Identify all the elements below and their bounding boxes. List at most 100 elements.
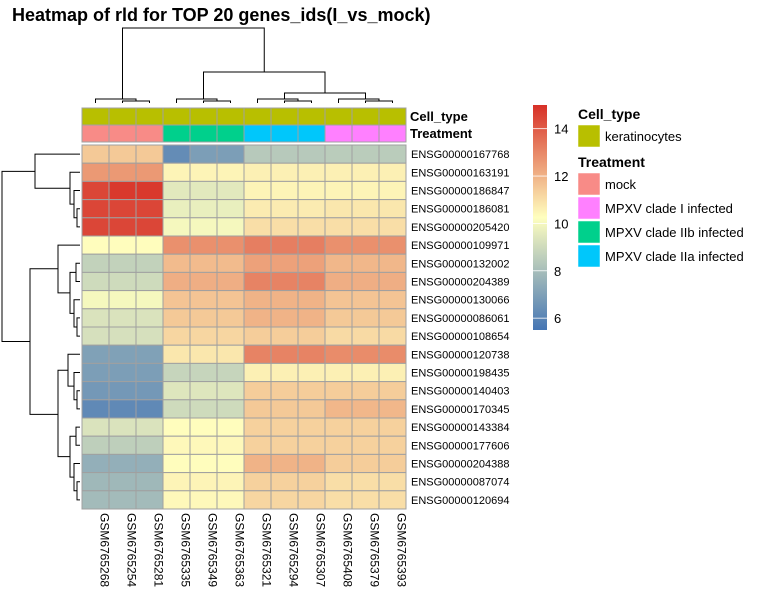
heatmap-cell — [297, 417, 326, 437]
heatmap-cell — [81, 417, 110, 437]
legend-swatch — [577, 244, 601, 268]
heatmap-cell — [351, 453, 380, 474]
annotation-cell — [243, 124, 272, 143]
heatmap-cell — [216, 180, 245, 201]
heatmap-cell — [135, 271, 164, 292]
heatmap-cell — [81, 308, 110, 328]
heatmap-cell — [81, 435, 110, 455]
heatmap-cell — [297, 435, 326, 455]
annotation-cell — [297, 107, 326, 126]
column-dendrogram — [203, 71, 326, 99]
colorbar-tick-label: 12 — [554, 169, 568, 184]
annotation-cell — [162, 107, 191, 126]
legend-swatch — [577, 124, 601, 148]
legend-label: keratinocytes — [605, 129, 682, 144]
annotation-cell — [243, 107, 272, 126]
heatmap-cell — [81, 199, 110, 219]
heatmap-cell — [378, 235, 407, 255]
column-dendrogram — [122, 100, 150, 103]
column-dendrogram — [257, 98, 299, 103]
heatmap-cell — [162, 308, 191, 328]
heatmap-cell — [324, 399, 353, 419]
heatmap-cell — [135, 381, 164, 401]
heatmap-cell — [378, 144, 407, 164]
heatmap-cell — [162, 199, 191, 219]
heatmap-cell — [81, 362, 110, 383]
heatmap-cell — [135, 290, 164, 310]
legend-swatch — [577, 196, 601, 220]
column-label: GSM6765393 — [395, 513, 409, 587]
heatmap-cell — [216, 144, 245, 164]
legend-label: MPXV clade I infected — [605, 201, 733, 216]
heatmap-cell — [189, 399, 218, 419]
heatmap-cell — [135, 326, 164, 346]
heatmap-cell — [243, 290, 272, 310]
heatmap-cell — [189, 435, 218, 455]
heatmap-cell — [81, 253, 110, 273]
heatmap-cell — [81, 490, 110, 510]
heatmap-cell — [108, 344, 137, 364]
heatmap-cell — [135, 435, 164, 455]
row-dendrogram — [76, 390, 80, 410]
heatmap-cell — [162, 180, 191, 201]
heatmap-cell — [243, 271, 272, 292]
heatmap-cell — [378, 362, 407, 383]
heatmap-cell — [216, 199, 245, 219]
heatmap-cell — [189, 290, 218, 310]
annotation-cell — [324, 107, 353, 126]
row-dendrogram — [75, 426, 80, 446]
row-dendrogram — [34, 153, 80, 189]
heatmap-cell — [351, 344, 380, 364]
column-label: GSM6765321 — [260, 513, 274, 587]
heatmap-cell — [351, 435, 380, 455]
row-label: ENSG00000205420 — [411, 222, 509, 234]
annotation-cell — [81, 107, 110, 126]
heatmap-cell — [351, 180, 380, 201]
heatmap-cell — [189, 490, 218, 510]
heatmap-cell — [378, 253, 407, 273]
heatmap-cell — [189, 180, 218, 201]
heatmap-cell — [270, 271, 299, 292]
heatmap-cell — [189, 144, 218, 164]
heatmap-cell — [297, 381, 326, 401]
heatmap-cell — [243, 217, 272, 237]
heatmap-cell — [162, 235, 191, 255]
annotation-cell — [297, 124, 326, 143]
heatmap-cell — [108, 399, 137, 419]
row-dendrogram — [69, 435, 76, 478]
heatmap-cell — [351, 490, 380, 510]
heatmap-cell — [243, 399, 272, 419]
annotation-cell — [216, 107, 245, 126]
legend-label: MPXV clade IIb infected — [605, 225, 744, 240]
heatmap-cell — [108, 362, 137, 383]
heatmap-cell — [297, 344, 326, 364]
heatmap-cell — [270, 326, 299, 346]
colorbar-tick-label: 14 — [554, 122, 568, 137]
heatmap-cell — [189, 362, 218, 383]
column-dendrogram — [284, 100, 312, 103]
heatmap-cell — [243, 490, 272, 510]
heatmap-cell — [216, 217, 245, 237]
heatmap-cell — [81, 326, 110, 346]
heatmap-cell — [108, 199, 137, 219]
heatmap-cell — [189, 217, 218, 237]
heatmap-cell — [270, 453, 299, 474]
heatmap-cell — [243, 472, 272, 492]
heatmap-cell — [297, 326, 326, 346]
column-label: GSM6765363 — [233, 513, 247, 587]
column-label: GSM6765307 — [314, 513, 328, 587]
heatmap-cell — [162, 362, 191, 383]
heatmap-cell — [135, 344, 164, 364]
heatmap-cell — [216, 271, 245, 292]
annotation-cell — [270, 107, 299, 126]
heatmap-cell — [378, 290, 407, 310]
column-dendrogram — [176, 98, 218, 103]
heatmap-cell — [135, 362, 164, 383]
annotation-cell — [351, 124, 380, 143]
heatmap-cell — [243, 381, 272, 401]
heatmap-cell — [81, 144, 110, 164]
heatmap-cell — [324, 180, 353, 201]
heatmap-cell — [216, 417, 245, 437]
heatmap-cell — [270, 217, 299, 237]
heatmap-cell — [135, 399, 164, 419]
